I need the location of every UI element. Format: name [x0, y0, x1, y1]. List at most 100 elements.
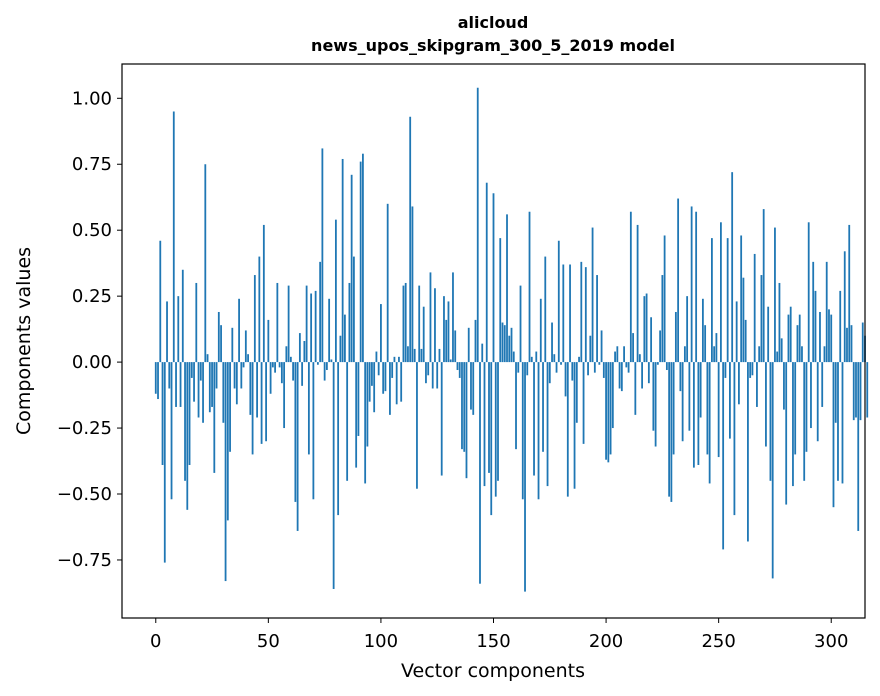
bar — [724, 362, 727, 378]
bar — [353, 256, 355, 363]
bar — [846, 327, 848, 363]
bar — [562, 264, 565, 363]
bar — [652, 362, 655, 431]
bar — [593, 362, 596, 373]
bar — [792, 362, 794, 487]
bar — [731, 172, 734, 363]
bar — [456, 362, 459, 371]
bar — [265, 362, 267, 442]
bar — [855, 362, 857, 418]
bar — [747, 362, 749, 542]
bar — [470, 362, 472, 410]
bar — [661, 275, 664, 363]
bar — [373, 362, 376, 413]
bar — [494, 362, 497, 497]
bar — [699, 362, 702, 418]
bar — [301, 362, 304, 386]
bar — [821, 362, 824, 407]
bar — [346, 362, 349, 481]
bar — [280, 362, 283, 384]
bar — [557, 240, 560, 363]
y-tick-label: 0.75 — [72, 154, 112, 175]
bar — [179, 362, 182, 407]
bar — [819, 311, 821, 363]
bar — [852, 362, 855, 421]
bar — [632, 333, 634, 363]
bar — [238, 298, 240, 363]
bar — [519, 285, 522, 363]
bar — [760, 275, 763, 363]
bar — [188, 362, 191, 465]
bar — [645, 293, 648, 363]
bar — [866, 362, 869, 418]
bar — [181, 269, 184, 363]
bar — [524, 362, 526, 592]
bar — [812, 261, 815, 363]
bar — [204, 164, 207, 363]
bar — [289, 356, 292, 363]
bar — [431, 362, 434, 389]
bar — [186, 362, 189, 510]
bar — [656, 362, 659, 365]
y-tick-label: 0.00 — [72, 352, 112, 373]
bar — [177, 296, 180, 363]
bar — [479, 362, 481, 584]
bar — [269, 362, 272, 394]
bar — [735, 301, 738, 363]
bar — [267, 319, 270, 363]
bar — [434, 288, 436, 363]
bar — [193, 362, 195, 402]
bar — [582, 362, 585, 444]
bar — [830, 314, 833, 363]
bar — [380, 304, 382, 363]
bar — [463, 362, 466, 452]
bar — [368, 362, 371, 402]
axes-group: 0 50 100 150 200 250 300 1.00 0.75 0.50 0.25 0.00 −0… — [57, 88, 849, 652]
y-tick-label: −0.50 — [57, 484, 112, 505]
bar — [229, 362, 231, 452]
bar — [278, 362, 281, 368]
bar — [708, 362, 711, 484]
bar — [839, 290, 842, 363]
y-axis-label: Components values — [13, 247, 35, 435]
bar — [344, 314, 346, 363]
bar — [398, 356, 400, 363]
bar — [226, 362, 229, 521]
bar — [614, 351, 616, 363]
bar — [663, 235, 666, 363]
y-tick-label: 0.50 — [72, 220, 112, 241]
bar — [616, 346, 619, 363]
bar — [413, 348, 416, 363]
bar — [758, 346, 761, 363]
bar — [776, 351, 779, 363]
bar — [305, 285, 308, 363]
bar — [217, 311, 220, 363]
bar — [244, 330, 247, 363]
y-tick-label: 0.25 — [72, 286, 112, 307]
bar — [481, 343, 484, 363]
bar — [292, 362, 295, 381]
bar — [436, 362, 439, 389]
bar — [528, 211, 531, 363]
bar — [803, 362, 806, 481]
bar — [312, 362, 315, 500]
bar — [294, 362, 297, 502]
bar — [382, 362, 385, 394]
bar — [767, 306, 770, 363]
bar — [208, 362, 211, 413]
bar — [490, 362, 493, 516]
bar — [287, 285, 290, 363]
bar — [580, 261, 583, 363]
bar — [251, 362, 254, 455]
bar — [566, 362, 569, 497]
bar — [695, 211, 698, 363]
bar — [220, 325, 222, 363]
bar — [357, 362, 360, 436]
bar — [780, 338, 783, 363]
bar — [688, 362, 691, 431]
bar — [785, 362, 788, 505]
bar — [636, 224, 639, 363]
bar — [170, 362, 173, 500]
bar — [683, 346, 686, 363]
bar — [262, 224, 265, 363]
